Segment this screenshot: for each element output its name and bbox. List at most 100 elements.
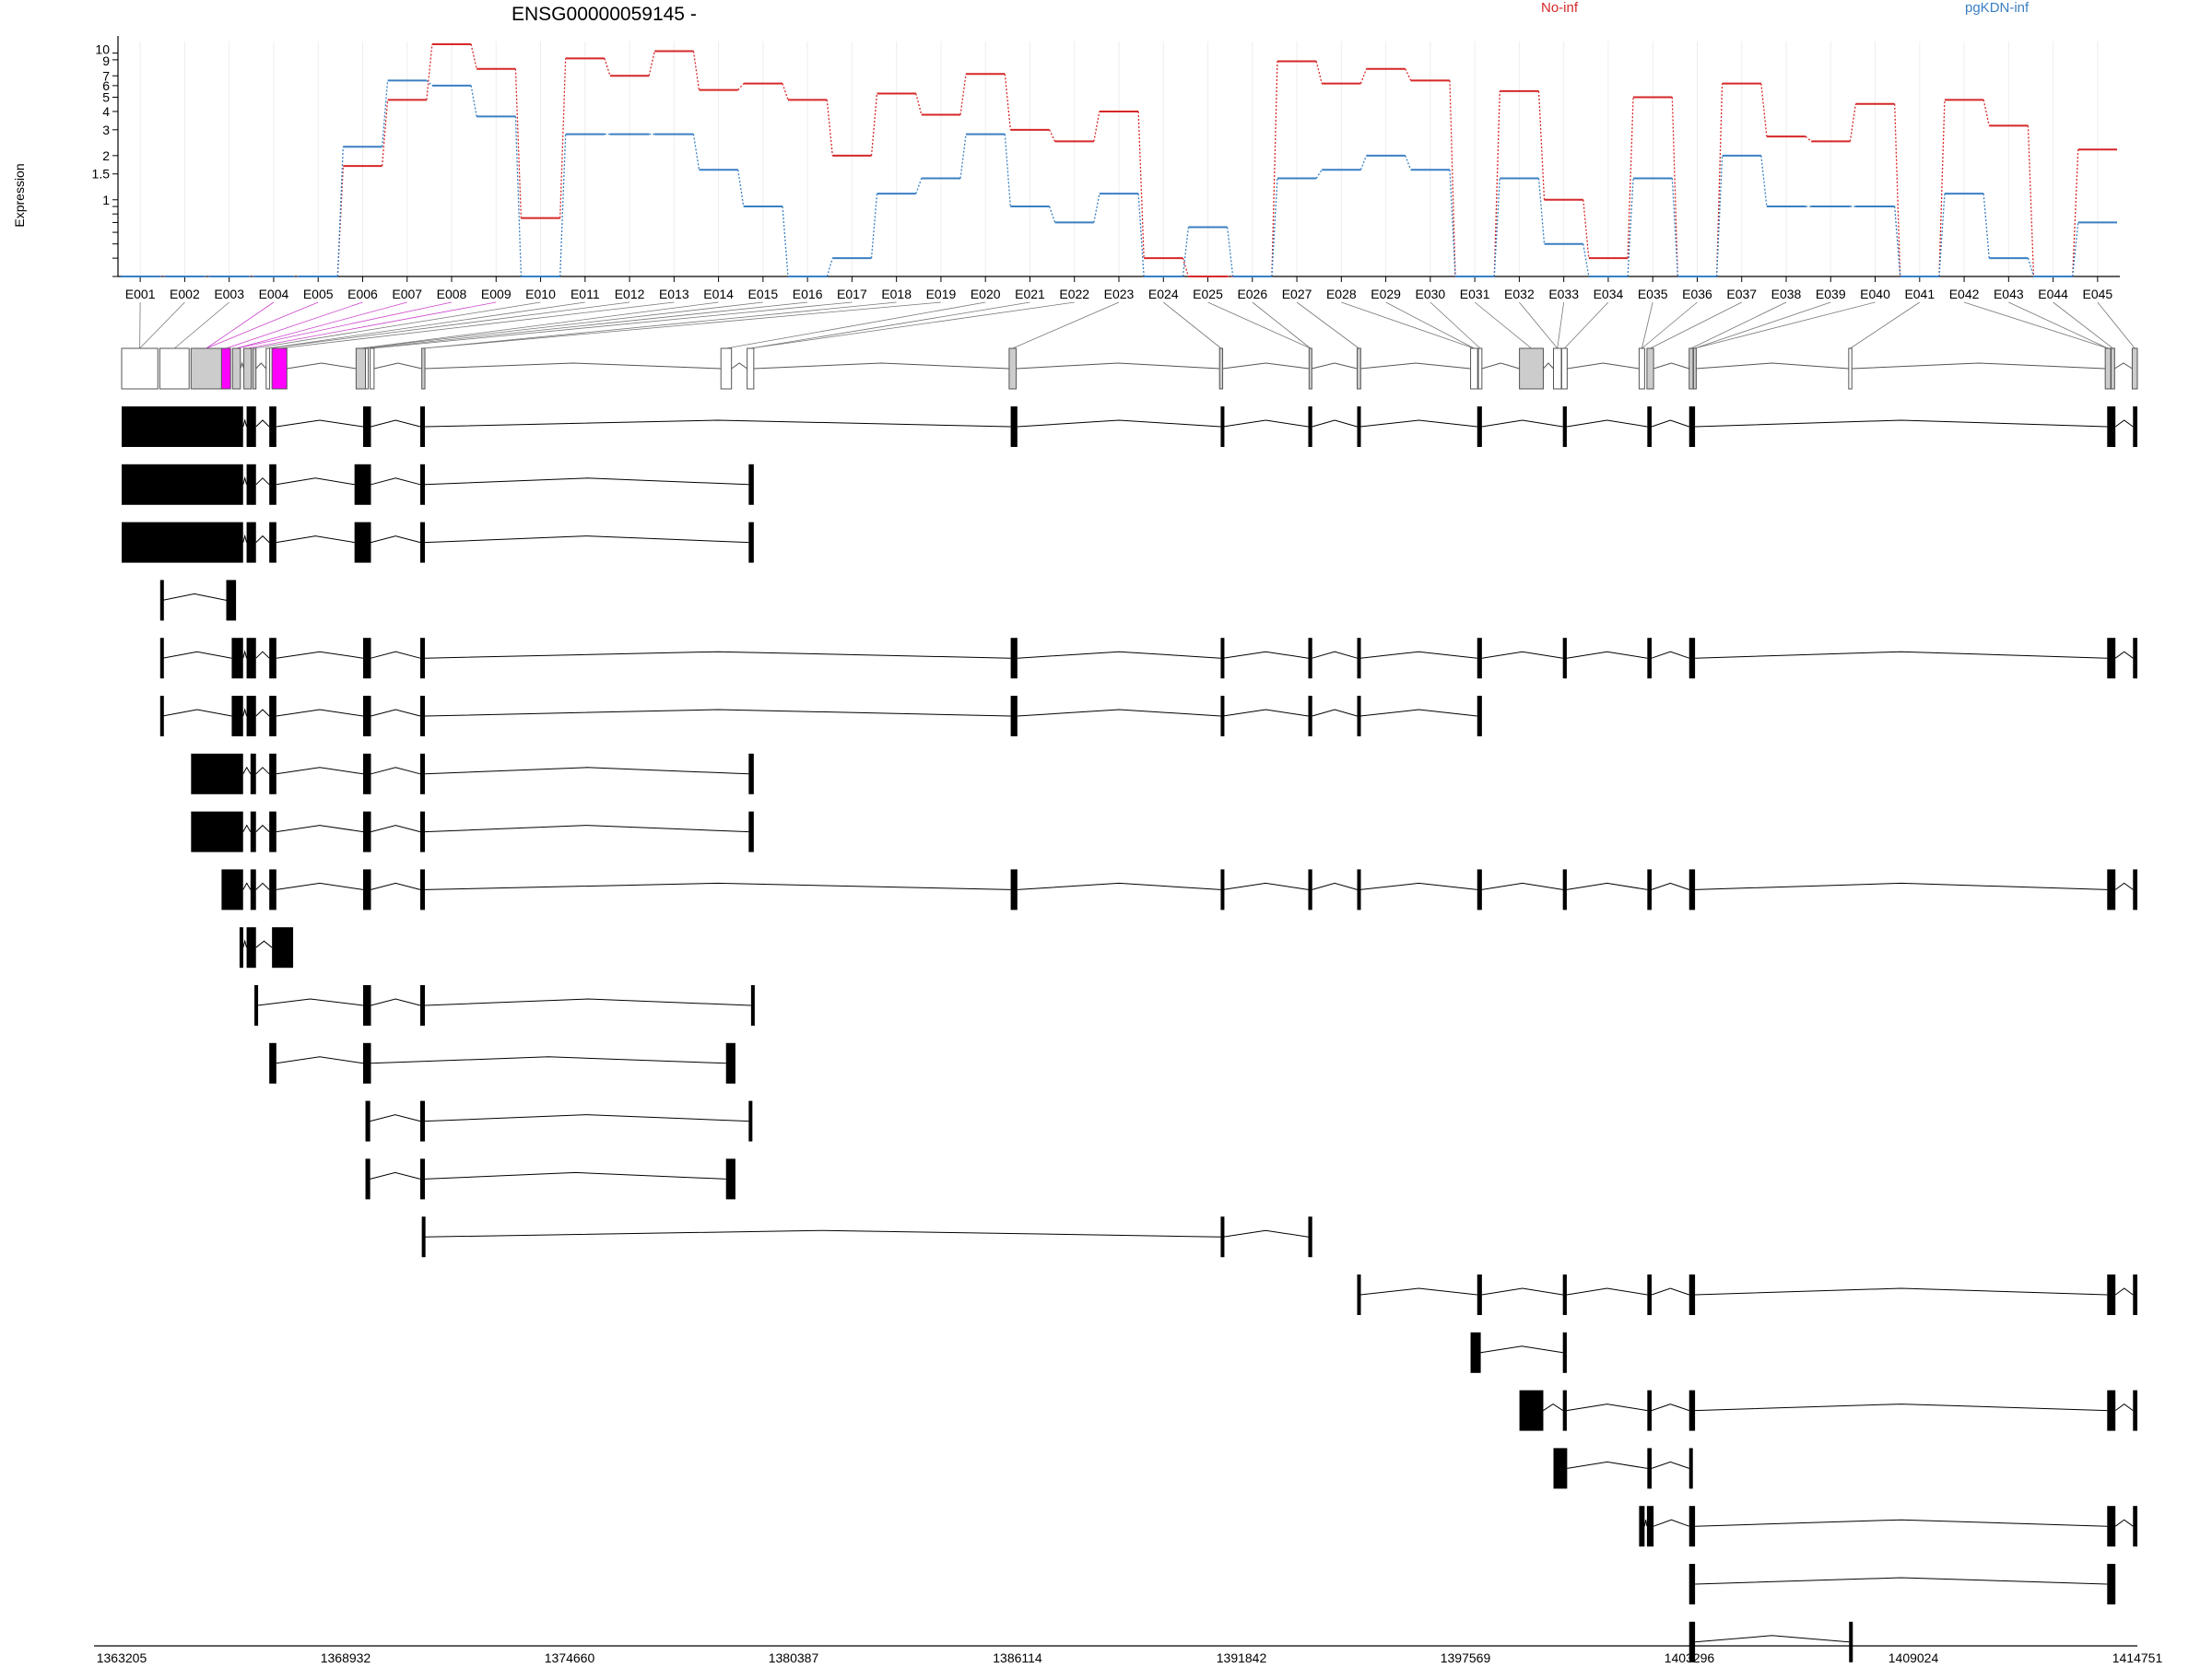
bin-connector	[267, 301, 630, 349]
intron-line	[1695, 1635, 1850, 1643]
exon-block	[269, 753, 276, 794]
transcript-track	[269, 1042, 735, 1084]
exon-block	[269, 406, 276, 447]
exon-block	[226, 580, 237, 621]
exon-block	[725, 1042, 735, 1084]
no-inf-connector	[959, 74, 967, 115]
intron-line	[242, 650, 248, 659]
x-tick-label: E027	[1282, 287, 1312, 301]
x-tick-label: E011	[571, 287, 600, 301]
exon-block	[1647, 406, 1653, 447]
exon-block	[1308, 696, 1312, 736]
pgkdn-inf-connector	[1671, 178, 1678, 277]
y-tick-label: 3	[102, 123, 110, 137]
intron-line	[2114, 1519, 2134, 1527]
no-inf-connector	[1449, 80, 1456, 277]
pgkdn-inf-connector	[381, 80, 389, 147]
x-tick-label: E039	[1816, 287, 1846, 301]
exon-block	[2133, 1274, 2137, 1315]
transcript-track	[365, 1100, 753, 1142]
no-inf-connector	[692, 51, 700, 90]
exon-bin	[2131, 347, 2138, 390]
intron-line	[371, 709, 421, 717]
exon-block	[246, 522, 256, 563]
intron-line	[2114, 1287, 2134, 1296]
intron-line	[1566, 1287, 1648, 1296]
exon-bin-intron	[425, 362, 722, 370]
bin-connector	[423, 301, 941, 349]
pgkdn-inf-connector	[1271, 178, 1278, 277]
exon-block	[1308, 406, 1312, 447]
bin-connector	[253, 301, 541, 349]
exon-block	[2107, 406, 2116, 447]
transcript-track	[1639, 1506, 2137, 1547]
intron-line	[1222, 882, 1309, 890]
intron-line	[276, 535, 355, 544]
pgkdn-inf-connector	[692, 134, 700, 170]
bin-connector	[1641, 301, 1653, 349]
bin-connector	[1694, 301, 1876, 349]
exon-bin	[1477, 347, 1483, 390]
x-tick-label: E045	[2083, 287, 2113, 301]
intron-line	[1480, 1345, 1563, 1354]
intron-line	[1651, 419, 1689, 428]
exon-block	[419, 464, 426, 505]
x-tick-label: E037	[1726, 287, 1757, 301]
intron-line	[276, 651, 364, 659]
exon-bin	[370, 347, 375, 390]
intron-line	[242, 882, 252, 890]
intron-line	[1695, 1519, 2108, 1527]
transcript-track	[191, 811, 754, 852]
exon-block	[272, 927, 294, 969]
exon-block	[2133, 1506, 2137, 1547]
exon-block	[354, 522, 371, 563]
x-tick-label: E040	[1860, 287, 1890, 301]
pgkdn-inf-connector	[470, 85, 477, 117]
exon-block	[1562, 1390, 1567, 1431]
transcript-track	[239, 927, 294, 969]
y-tick-label: 10	[95, 42, 110, 57]
bin-connector	[423, 301, 897, 349]
intron-line	[276, 1056, 364, 1064]
exon-block	[362, 869, 371, 910]
intron-line	[2114, 419, 2134, 428]
pgkdn-inf-connector	[826, 257, 833, 277]
bin-connector	[1474, 301, 1532, 349]
exon-bin	[121, 347, 159, 390]
intron-line	[255, 477, 270, 486]
no-inf-connector	[559, 58, 567, 218]
pgkdn-inf-connector	[2027, 257, 2035, 277]
exon-bin	[1553, 347, 1562, 390]
pgkdn-inf-connector	[870, 194, 878, 259]
intron-line	[425, 535, 749, 544]
exon-bin-intron	[2114, 362, 2133, 370]
exon-block	[1357, 638, 1361, 679]
y-tick-label: 4	[102, 104, 110, 119]
intron-line	[1359, 419, 1477, 428]
exon-bin	[365, 347, 370, 390]
no-inf-connector	[1093, 111, 1100, 142]
exon-block	[1477, 638, 1482, 679]
exon-block	[1220, 638, 1225, 679]
intron-line	[255, 940, 273, 948]
intron-line	[1222, 419, 1309, 428]
exon-bin-intron	[1016, 362, 1220, 370]
exon-bin	[220, 347, 231, 390]
exon-block	[1357, 696, 1361, 736]
exon-block	[750, 985, 755, 1026]
genome-tick-label: 1368932	[321, 1650, 371, 1665]
x-tick-label: E030	[1416, 287, 1446, 301]
exon-block	[1010, 869, 1018, 910]
exon-block	[250, 811, 256, 852]
intron-line	[1566, 1404, 1648, 1412]
exon-bin	[747, 347, 755, 390]
bin-connector	[1430, 301, 1481, 349]
x-tick-label: E012	[615, 287, 645, 301]
genome-tick-label: 1391842	[1217, 1650, 1267, 1665]
exon-block	[122, 522, 243, 563]
exon-block	[1562, 869, 1567, 910]
exon-bin-intron	[255, 362, 267, 370]
exon-block	[246, 406, 256, 447]
exon-bin	[265, 347, 271, 390]
exon-block	[1562, 406, 1567, 447]
